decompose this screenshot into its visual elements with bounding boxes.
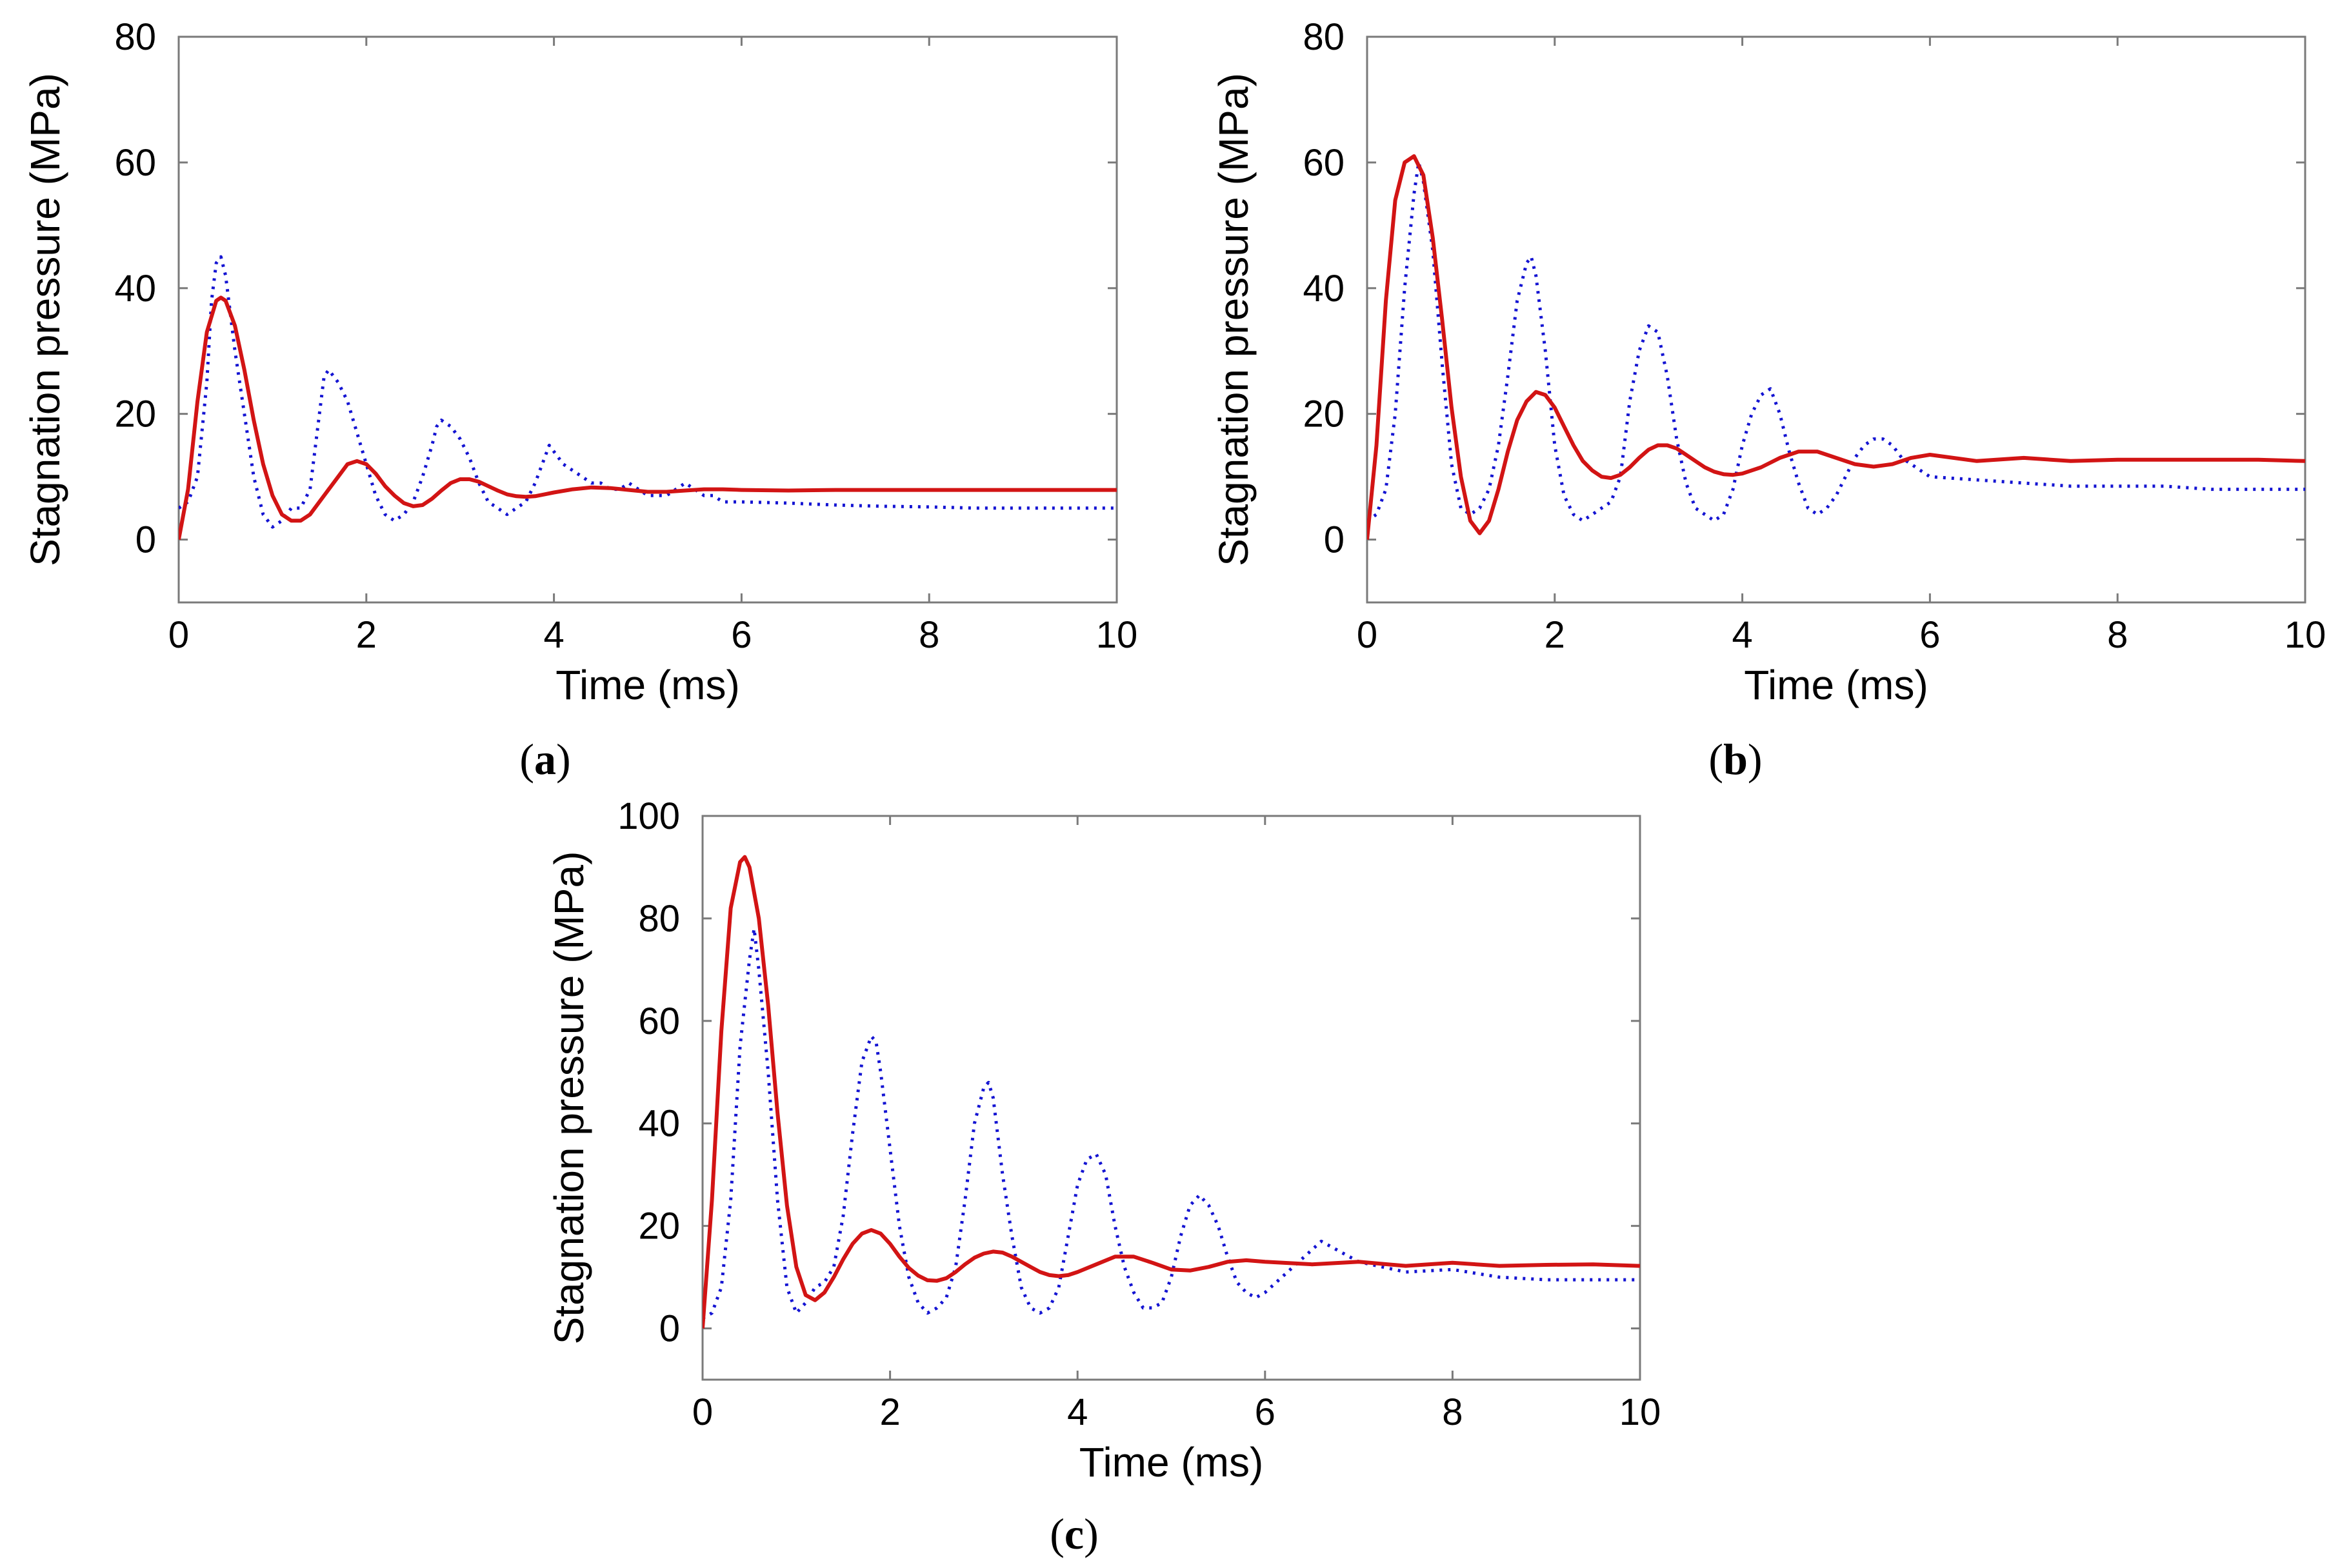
x-tick-label: 4 [1067, 1391, 1088, 1433]
y-tick-label: 40 [1303, 268, 1345, 310]
series-simulated-line [1367, 154, 2305, 540]
panel-label-close: ) [1748, 735, 1763, 784]
y-axis-label: Stagnation pressure (MPa) [22, 73, 68, 566]
series-simulated-line [703, 855, 1640, 1329]
x-tick-label: 2 [356, 614, 377, 656]
y-tick-label: 0 [1324, 519, 1345, 561]
y-tick-label: 40 [114, 268, 156, 310]
y-tick-label: 20 [1303, 393, 1345, 435]
x-axis-label: Time (ms) [555, 662, 740, 708]
series-simulated-line [179, 295, 1117, 541]
x-axis-label: Time (ms) [1079, 1439, 1264, 1485]
panel-label-letter: a [534, 735, 556, 784]
panel-label-close: ) [556, 735, 571, 784]
panel-label-open: ( [519, 735, 534, 784]
y-axis-label: Stagnation pressure (MPa) [546, 851, 592, 1345]
x-tick-label: 6 [1255, 1391, 1275, 1433]
plot-frame [1366, 35, 2306, 604]
x-tick-label: 8 [919, 614, 939, 656]
x-tick-label: 10 [1619, 1391, 1661, 1433]
panel-label-letter: c [1065, 1509, 1084, 1558]
y-tick-label: 0 [659, 1308, 680, 1350]
panel-label: (c) [1050, 1509, 1099, 1558]
x-tick-label: 0 [692, 1391, 713, 1433]
y-tick-label: 0 [135, 519, 156, 561]
x-tick-label: 6 [731, 614, 752, 656]
y-tick-label: 60 [1303, 142, 1345, 184]
y-tick-label: 60 [114, 142, 156, 184]
y-tick-label: 60 [638, 1000, 680, 1042]
x-tick-label: 0 [168, 614, 189, 656]
x-tick-label: 0 [1357, 614, 1377, 656]
panel-label-open: ( [1050, 1509, 1065, 1558]
chart-panel-0: 0 2 4 6 8 10 0 20 40 60 80 Time (ms) Stagnation pres… [22, 16, 1137, 784]
panel-label: (b) [1708, 735, 1762, 784]
y-tick-label: 80 [638, 898, 680, 940]
x-tick-label: 2 [879, 1391, 900, 1433]
x-tick-label: 8 [1442, 1391, 1463, 1433]
x-axis-label: Time (ms) [1744, 662, 1928, 708]
chart-panel-1: 0 2 4 6 8 10 0 20 40 60 80 Time (ms) Stagnation pres… [1210, 16, 2326, 784]
plot-frame [177, 35, 1118, 604]
y-tick-label: 80 [1303, 16, 1345, 58]
x-tick-label: 8 [2107, 614, 2128, 656]
x-tick-label: 4 [1732, 614, 1752, 656]
y-tick-label: 100 [617, 795, 680, 837]
x-tick-label: 6 [1919, 614, 1940, 656]
panel-label-open: ( [1708, 735, 1723, 784]
x-tick-label: 10 [1096, 614, 1138, 656]
panel-label: (a) [519, 735, 570, 784]
y-tick-label: 20 [638, 1206, 680, 1247]
y-tick-label: 20 [114, 393, 156, 435]
panel-label-letter: b [1723, 735, 1748, 784]
y-tick-label: 80 [114, 16, 156, 58]
y-tick-label: 40 [638, 1103, 680, 1145]
x-tick-label: 2 [1545, 614, 1565, 656]
x-tick-label: 10 [2285, 614, 2326, 656]
x-tick-label: 4 [543, 614, 564, 656]
plot-frame [701, 815, 1641, 1381]
panel-label-close: ) [1084, 1509, 1099, 1558]
y-axis-label: Stagnation pressure (MPa) [1210, 73, 1257, 566]
